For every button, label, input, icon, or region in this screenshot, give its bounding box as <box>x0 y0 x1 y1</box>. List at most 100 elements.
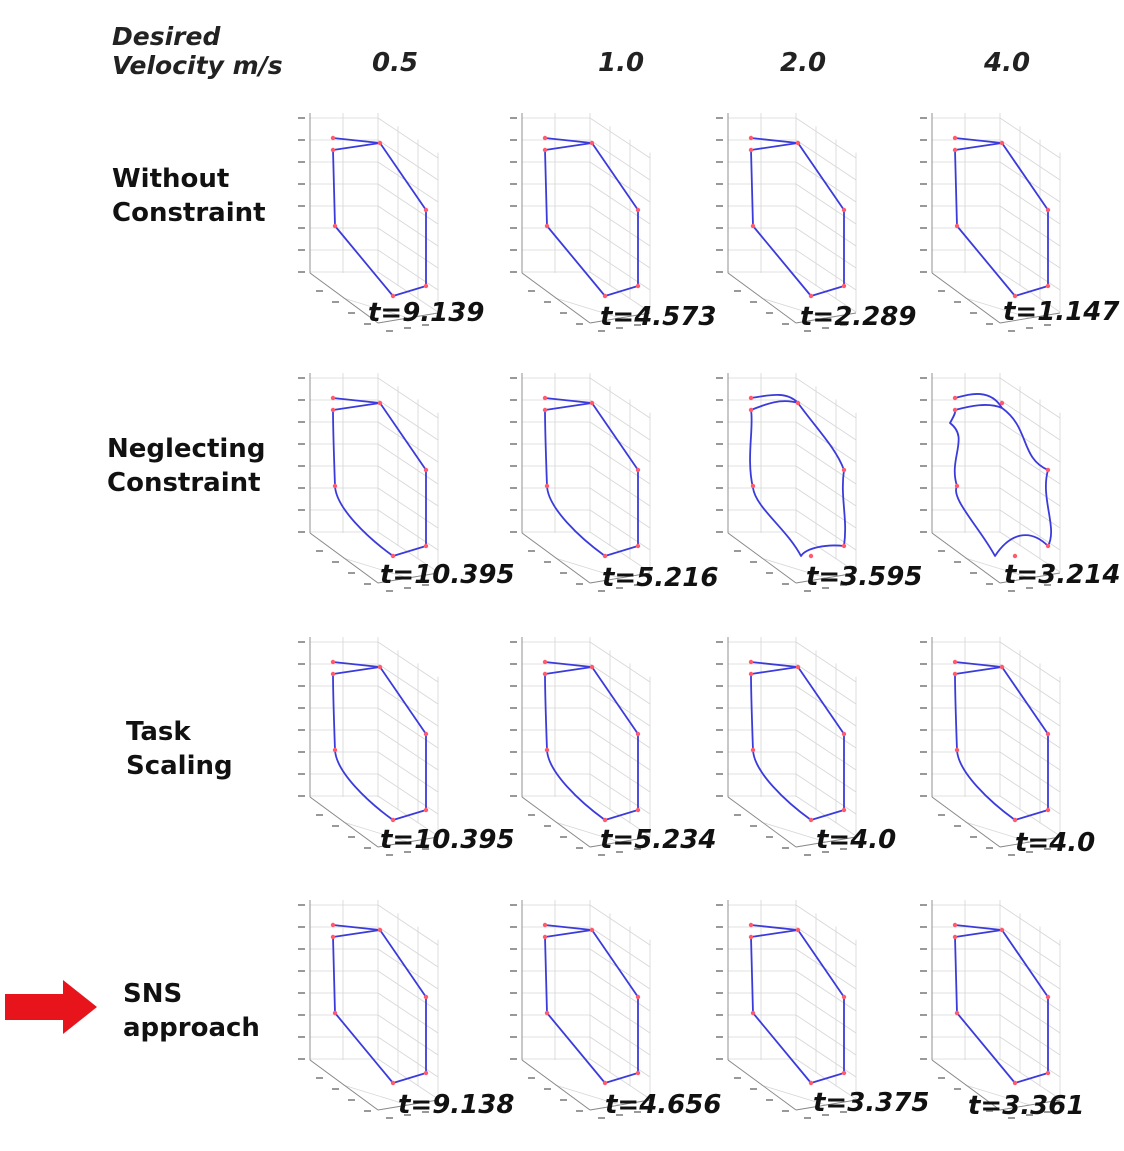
trajectory-plot <box>920 637 1061 856</box>
execution-time-label: t=4.0 <box>1015 828 1096 858</box>
waypoint-marker <box>841 807 847 813</box>
waypoint-marker <box>332 483 338 489</box>
waypoint-marker <box>841 467 847 473</box>
waypoint-marker <box>999 140 1005 146</box>
row-3-line-2: approach <box>123 1013 260 1043</box>
execution-time-label: t=2.289 <box>800 302 917 332</box>
execution-time-label: t=3.375 <box>813 1088 930 1118</box>
trajectory-panel <box>910 368 1115 613</box>
trajectory-plot <box>298 900 439 1119</box>
trajectory-path <box>332 924 427 1084</box>
execution-time-label: t=10.395 <box>380 560 515 590</box>
waypoint-marker <box>795 927 801 933</box>
waypoint-marker <box>544 1010 550 1016</box>
trajectory-path <box>954 924 1049 1084</box>
waypoint-marker <box>1045 467 1051 473</box>
execution-time-label: t=4.573 <box>600 302 717 332</box>
waypoint-marker <box>952 934 958 940</box>
waypoint-marker <box>1045 994 1051 1000</box>
waypoint-marker <box>544 483 550 489</box>
waypoint-marker <box>841 731 847 737</box>
waypoint-marker <box>635 543 641 549</box>
waypoint-marker <box>330 395 336 401</box>
waypoint-marker <box>390 293 396 299</box>
waypoint-marker <box>999 927 1005 933</box>
waypoint-marker <box>952 147 958 153</box>
trajectory-plot <box>510 637 651 856</box>
execution-time-label: t=1.147 <box>1003 297 1120 327</box>
waypoint-marker <box>423 807 429 813</box>
waypoint-marker <box>602 1080 608 1086</box>
execution-time-label: t=3.361 <box>968 1091 1085 1121</box>
waypoint-marker <box>808 293 814 299</box>
waypoint-marker <box>377 400 383 406</box>
waypoint-marker <box>542 671 548 677</box>
trajectory-plot <box>920 373 1061 592</box>
waypoint-marker <box>330 135 336 141</box>
waypoint-marker <box>589 664 595 670</box>
waypoint-marker <box>1045 731 1051 737</box>
waypoint-marker <box>377 140 383 146</box>
trajectory-plot <box>510 900 651 1119</box>
waypoint-marker <box>1045 1070 1051 1076</box>
trajectory-plot <box>716 900 857 1119</box>
row-1-line-1: Neglecting <box>107 434 266 464</box>
velocity-1: 1.0 <box>598 48 645 78</box>
desired-velocity-label: Desired Velocity m/s <box>112 22 283 80</box>
execution-time-label: t=3.595 <box>806 562 923 592</box>
waypoint-marker <box>330 147 336 153</box>
waypoint-marker <box>748 659 754 665</box>
waypoint-marker <box>635 807 641 813</box>
trajectory-path <box>750 137 845 297</box>
trajectory-panel <box>706 368 911 613</box>
waypoint-marker <box>1012 293 1018 299</box>
trajectory-path <box>749 393 847 557</box>
waypoint-marker <box>330 671 336 677</box>
trajectory-panel <box>706 895 911 1140</box>
waypoint-marker <box>952 922 958 928</box>
waypoint-marker <box>589 927 595 933</box>
waypoint-marker <box>390 817 396 823</box>
execution-time-label: t=9.138 <box>398 1090 515 1120</box>
waypoint-marker <box>1012 1080 1018 1086</box>
waypoint-marker <box>332 747 338 753</box>
trajectory-plot <box>920 113 1061 332</box>
trajectory-path <box>544 137 639 297</box>
waypoint-marker <box>1045 283 1051 289</box>
waypoint-marker <box>795 664 801 670</box>
header-line-2: Velocity m/s <box>112 51 283 80</box>
waypoint-marker <box>750 223 756 229</box>
trajectory-plot <box>510 373 651 592</box>
waypoint-marker <box>377 664 383 670</box>
waypoint-marker <box>542 934 548 940</box>
row-3-line-1: SNS <box>123 979 183 1009</box>
velocity-3: 4.0 <box>984 48 1031 78</box>
trajectory-panel <box>500 368 705 613</box>
waypoint-marker <box>589 400 595 406</box>
execution-time-label: t=4.0 <box>816 825 897 855</box>
waypoint-marker <box>635 283 641 289</box>
trajectory-path <box>332 137 427 297</box>
trajectory-plot <box>298 637 439 856</box>
waypoint-marker <box>999 400 1005 406</box>
waypoint-marker <box>542 922 548 928</box>
waypoint-marker <box>332 1010 338 1016</box>
waypoint-marker <box>748 407 754 413</box>
waypoint-marker <box>795 400 801 406</box>
trajectory-plot <box>298 373 439 592</box>
waypoint-marker <box>390 553 396 559</box>
execution-time-label: t=3.214 <box>1004 560 1121 590</box>
trajectory-path <box>954 137 1049 297</box>
trajectory-path <box>949 393 1052 557</box>
waypoint-marker <box>635 731 641 737</box>
trajectory-panel <box>910 632 1115 877</box>
velocity-2: 2.0 <box>780 48 827 78</box>
trajectory-panel <box>910 895 1115 1140</box>
waypoint-marker <box>841 207 847 213</box>
waypoint-marker <box>542 407 548 413</box>
waypoint-marker <box>748 922 754 928</box>
waypoint-marker <box>954 483 960 489</box>
trajectory-panel <box>288 368 493 613</box>
waypoint-marker <box>330 659 336 665</box>
waypoint-marker <box>952 659 958 665</box>
